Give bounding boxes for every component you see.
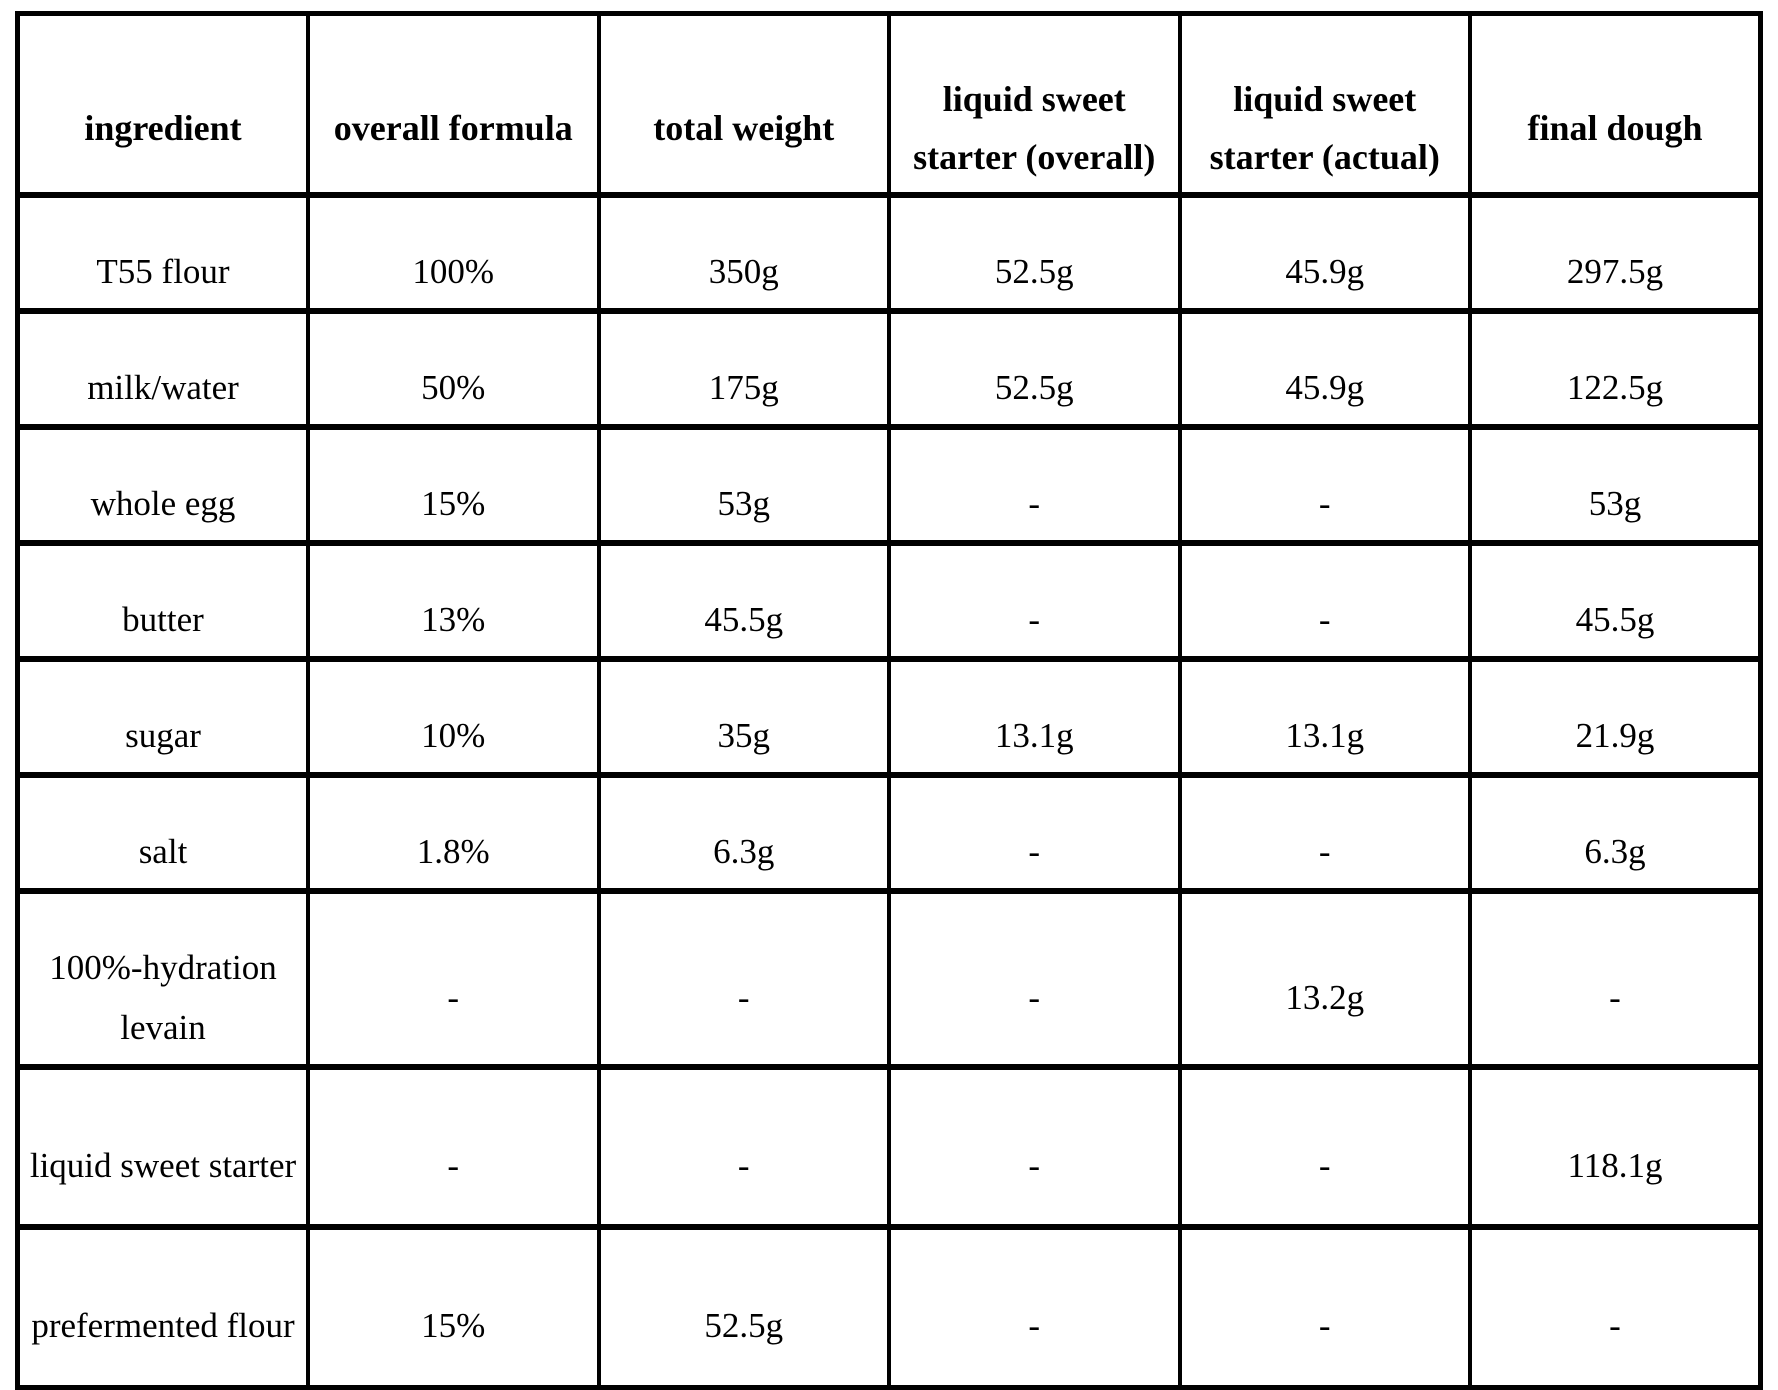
baker-formula-table: ingredient overall formula total weight … xyxy=(15,11,1763,1390)
cell: - xyxy=(887,773,1182,893)
table-row-sugar: sugar 10% 35g 13.1g 13.1g 21.9g xyxy=(15,657,1763,777)
cell: 52.5g xyxy=(596,1225,891,1389)
cell: 45.5g xyxy=(596,541,891,661)
table-row-prefermented-flour: prefermented flour 15% 52.5g - - - xyxy=(15,1225,1763,1389)
cell: 45.9g xyxy=(1177,193,1472,313)
cell: - xyxy=(887,1225,1182,1389)
cell: 350g xyxy=(596,193,891,313)
table-row-levain: 100%-hydration levain - - - 13.2g - xyxy=(15,889,1763,1069)
cell: - xyxy=(1177,425,1472,545)
cell: - xyxy=(596,1065,891,1229)
cell: - xyxy=(1177,1065,1472,1229)
table-row-liquid-sweet-starter: liquid sweet starter - - - - 118.1g xyxy=(15,1065,1763,1229)
cell: 45.5g xyxy=(1468,541,1763,661)
cell: - xyxy=(1177,773,1472,893)
cell: - xyxy=(1468,889,1763,1069)
cell: 13.2g xyxy=(1177,889,1472,1069)
column-header-liquid-sweet-starter-overall: liquid sweet starter (overall) xyxy=(887,11,1182,197)
cell: 13.1g xyxy=(887,657,1182,777)
cell: 297.5g xyxy=(1468,193,1763,313)
cell: 52.5g xyxy=(887,309,1182,429)
cell: 10% xyxy=(306,657,601,777)
table-row-whole-egg: whole egg 15% 53g - - 53g xyxy=(15,425,1763,545)
cell: - xyxy=(596,889,891,1069)
cell: 35g xyxy=(596,657,891,777)
cell: 21.9g xyxy=(1468,657,1763,777)
cell: 13.1g xyxy=(1177,657,1472,777)
table-row-t55-flour: T55 flour 100% 350g 52.5g 45.9g 297.5g xyxy=(15,193,1763,313)
row-label: prefermented flour xyxy=(15,1225,310,1389)
row-label: 100%-hydration levain xyxy=(15,889,310,1069)
table-row-salt: salt 1.8% 6.3g - - 6.3g xyxy=(15,773,1763,893)
formula-table-container: ingredient overall formula total weight … xyxy=(15,11,1763,1390)
cell: 53g xyxy=(596,425,891,545)
column-header-total-weight: total weight xyxy=(596,11,891,197)
row-label: salt xyxy=(15,773,310,893)
column-header-liquid-sweet-starter-actual: liquid sweet starter (actual) xyxy=(1177,11,1472,197)
cell: 6.3g xyxy=(1468,773,1763,893)
cell: 52.5g xyxy=(887,193,1182,313)
cell: 13% xyxy=(306,541,601,661)
cell: - xyxy=(1468,1225,1763,1389)
cell: 175g xyxy=(596,309,891,429)
cell: - xyxy=(887,1065,1182,1229)
row-label: liquid sweet starter xyxy=(15,1065,310,1229)
row-label: sugar xyxy=(15,657,310,777)
column-header-overall-formula: overall formula xyxy=(306,11,601,197)
row-label: whole egg xyxy=(15,425,310,545)
cell: - xyxy=(887,541,1182,661)
row-label: milk/water xyxy=(15,309,310,429)
cell: 118.1g xyxy=(1468,1065,1763,1229)
cell: 50% xyxy=(306,309,601,429)
cell: - xyxy=(306,889,601,1069)
cell: 53g xyxy=(1468,425,1763,545)
cell: 6.3g xyxy=(596,773,891,893)
cell: - xyxy=(1177,1225,1472,1389)
row-label: T55 flour xyxy=(15,193,310,313)
cell: 45.9g xyxy=(1177,309,1472,429)
column-header-final-dough: final dough xyxy=(1468,11,1763,197)
cell: 100% xyxy=(306,193,601,313)
cell: 122.5g xyxy=(1468,309,1763,429)
cell: - xyxy=(1177,541,1472,661)
cell: - xyxy=(887,889,1182,1069)
column-header-ingredient: ingredient xyxy=(15,11,310,197)
cell: 15% xyxy=(306,1225,601,1389)
cell: 1.8% xyxy=(306,773,601,893)
cell: - xyxy=(306,1065,601,1229)
row-label: butter xyxy=(15,541,310,661)
cell: - xyxy=(887,425,1182,545)
table-row-milk-water: milk/water 50% 175g 52.5g 45.9g 122.5g xyxy=(15,309,1763,429)
table-row-butter: butter 13% 45.5g - - 45.5g xyxy=(15,541,1763,661)
cell: 15% xyxy=(306,425,601,545)
header-row: ingredient overall formula total weight … xyxy=(15,11,1763,197)
